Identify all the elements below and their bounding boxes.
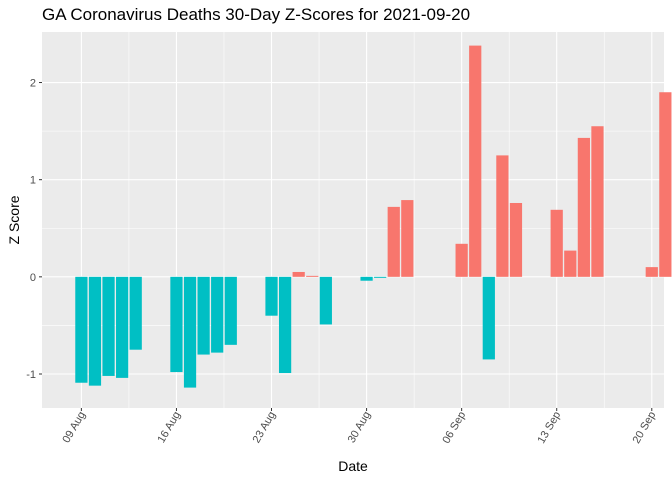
x-tick-label: 20 Sep <box>631 410 659 446</box>
y-tick-label: 2 <box>30 78 36 90</box>
bar <box>360 276 373 281</box>
bar <box>224 276 237 345</box>
y-axis-title: Z Score <box>6 195 22 244</box>
bar <box>401 200 414 277</box>
bar <box>183 276 197 388</box>
bar <box>88 276 102 386</box>
bar <box>319 276 332 325</box>
bar <box>292 271 305 277</box>
bar <box>509 202 523 277</box>
bar <box>577 137 590 277</box>
bar <box>75 276 88 383</box>
x-tick-label: 23 Aug <box>251 410 279 446</box>
bar <box>306 275 319 277</box>
x-axis-title: Date <box>338 458 368 474</box>
bar <box>496 155 509 277</box>
x-tick-label: 13 Sep <box>535 410 563 446</box>
bar <box>455 243 468 277</box>
bar <box>265 276 278 316</box>
bar <box>116 276 129 378</box>
bar <box>170 276 183 373</box>
bar <box>550 209 563 277</box>
bar <box>482 276 495 360</box>
x-tick-label: 06 Sep <box>440 410 468 446</box>
bar <box>659 92 672 277</box>
bar <box>387 206 400 277</box>
y-tick-label: 0 <box>30 272 36 284</box>
plot-panel <box>42 32 664 408</box>
x-tick-label: 30 Aug <box>346 410 374 446</box>
y-tick-label: 1 <box>30 175 36 187</box>
bar <box>374 276 387 278</box>
bar <box>591 126 604 277</box>
bar <box>102 276 115 376</box>
bar <box>564 250 577 277</box>
x-tick-label: 16 Aug <box>156 410 184 446</box>
y-tick-label: -1 <box>26 369 36 381</box>
x-tick-label: 09 Aug <box>60 410 88 446</box>
bar <box>469 45 482 277</box>
bar <box>211 276 224 353</box>
bar <box>197 276 210 355</box>
bar <box>278 276 292 374</box>
bar <box>129 276 142 350</box>
chart-title: GA Coronavirus Deaths 30-Day Z-Scores fo… <box>42 5 471 24</box>
bar <box>645 267 658 277</box>
